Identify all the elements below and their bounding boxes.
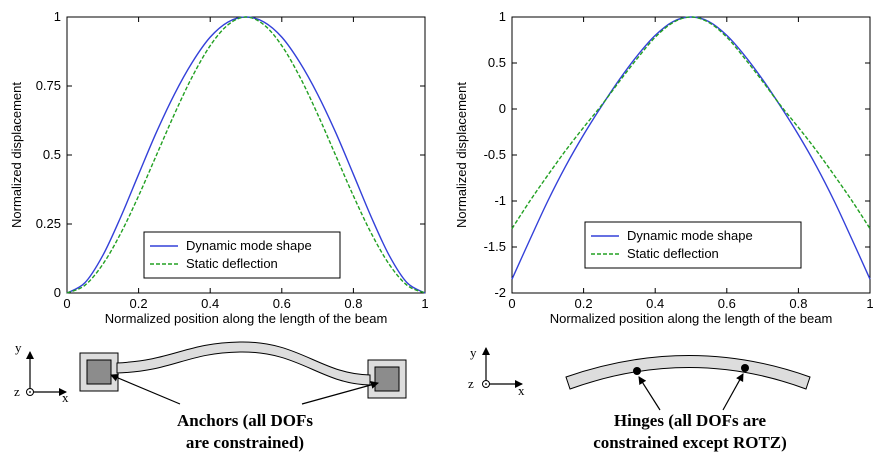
coordinate-axes-left: y z x <box>14 340 69 405</box>
x-tick-label: 0.4 <box>646 296 664 311</box>
y-tick-label: 1 <box>499 9 506 24</box>
coordinate-axes-right: y z x <box>468 345 525 398</box>
axis-z-letter: z <box>14 384 20 399</box>
y-tick-label: -1 <box>494 193 506 208</box>
x-tick-label: 0.6 <box>718 296 736 311</box>
y-tick-label: 0 <box>499 101 506 116</box>
x-tick-label: 0.8 <box>344 296 362 311</box>
y-tick-label: 0.5 <box>43 147 61 162</box>
anchor-left <box>79 352 119 392</box>
legend: Dynamic mode shape Static deflection <box>584 221 802 269</box>
legend-entry-label: Static deflection <box>186 256 278 271</box>
pointer-arrow-left-hinge <box>638 376 661 411</box>
x-tick-label: 0.8 <box>789 296 807 311</box>
caption-hinges-line1: Hinges (all DOFs are <box>614 411 767 430</box>
hinge-left <box>633 367 641 375</box>
y-axis-label: Normalized displacement <box>454 82 469 228</box>
caption-anchors-line1: Anchors (all DOFs <box>177 411 313 430</box>
x-tick-label: 1 <box>421 296 428 311</box>
pointer-arrow-right-hinge <box>722 373 744 411</box>
diagram-left-anchored-beam: y z x Anchors (all DOFs are constrained) <box>14 340 407 452</box>
y-tick-label: -1.5 <box>484 239 506 254</box>
x-tick-label: 0 <box>63 296 70 311</box>
x-axis-label: Normalized position along the length of … <box>550 311 833 326</box>
deflected-beam-right <box>565 355 811 390</box>
y-tick-label: 0 <box>54 285 61 300</box>
x-tick-label: 0.4 <box>201 296 219 311</box>
chart-left-mode-shape: 0 0.2 0.4 0.6 0.8 1 0 0.25 0.5 0.75 1 Normalized po… <box>9 9 429 326</box>
hinge-right <box>741 364 749 372</box>
x-tick-label: 1 <box>866 296 873 311</box>
series-line-dynamic-mode-shape <box>511 16 871 280</box>
legend-box <box>143 231 341 279</box>
legend-entry-label: Dynamic mode shape <box>186 238 312 253</box>
chart-right-mode-shape: 0 0.2 0.4 0.6 0.8 1 -2 -1.5 -1 -0.5 0 0.5 1 Normalize… <box>454 9 874 326</box>
caption-anchors-line2: are constrained) <box>186 433 304 452</box>
axis-y-letter: y <box>470 345 477 360</box>
pointer-arrow-right-anchor <box>301 381 379 405</box>
y-tick-label: -2 <box>494 285 506 300</box>
anchor-right <box>367 359 407 399</box>
legend-box <box>584 221 802 269</box>
deflected-beam-left <box>116 341 371 386</box>
y-tick-label: 0.25 <box>36 216 61 231</box>
x-tick-label: 0.2 <box>575 296 593 311</box>
y-tick-label: 0.5 <box>488 55 506 70</box>
x-tick-label: 0.6 <box>273 296 291 311</box>
pointer-arrow-left-anchor <box>110 374 181 405</box>
caption-hinges-line2: constrained except ROTZ) <box>593 433 787 452</box>
legend: Dynamic mode shape Static deflection <box>143 231 341 279</box>
x-tick-label: 0.2 <box>130 296 148 311</box>
legend-entry-label: Dynamic mode shape <box>627 228 753 243</box>
axis-x-letter: x <box>518 383 525 398</box>
y-axis-label: Normalized displacement <box>9 82 24 228</box>
y-tick-label: 0.75 <box>36 78 61 93</box>
series-line-static-deflection <box>66 16 426 294</box>
x-axis-label: Normalized position along the length of … <box>105 311 388 326</box>
axis-x-letter: x <box>62 390 69 405</box>
legend-entry-label: Static deflection <box>627 246 719 261</box>
axis-y-letter: y <box>15 340 22 355</box>
series-line-static-deflection <box>511 16 871 229</box>
axis-z-letter: z <box>468 376 474 391</box>
y-tick-label: -0.5 <box>484 147 506 162</box>
y-tick-label: 1 <box>54 9 61 24</box>
x-tick-label: 0 <box>508 296 515 311</box>
diagram-right-hinged-beam: y z x Hinges (all DOFs are constrained e… <box>468 345 811 452</box>
